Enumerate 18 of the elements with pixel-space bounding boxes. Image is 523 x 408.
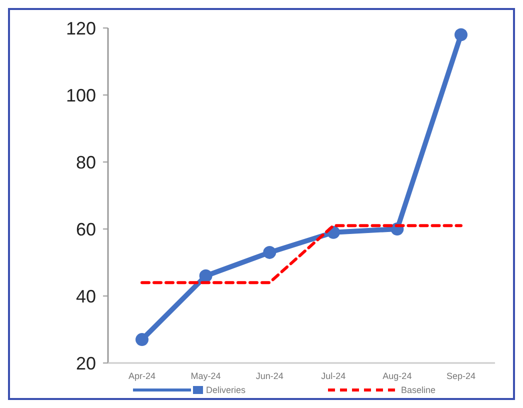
point xyxy=(199,269,212,282)
x-tick-label: Jul-24 xyxy=(321,371,346,381)
y-tick-label: 20 xyxy=(76,353,96,374)
point xyxy=(263,246,276,259)
y-tick-label: 100 xyxy=(66,85,96,106)
y-tick-label: 120 xyxy=(66,18,96,38)
x-tick-label: Apr-24 xyxy=(128,371,156,381)
point xyxy=(454,28,468,42)
x-tick-label: Jun-24 xyxy=(256,371,284,381)
y-tick-label: 80 xyxy=(76,152,96,172)
point xyxy=(136,333,148,346)
x-tick-label: Aug-24 xyxy=(382,371,412,381)
y-tick-label: 40 xyxy=(76,286,96,306)
y-tick-label: 60 xyxy=(76,219,96,240)
legend-label: Deliveries xyxy=(206,385,246,396)
legend-label: Baseline xyxy=(401,385,436,396)
x-tick-label: May-24 xyxy=(190,371,221,381)
x-tick-label: Sep-24 xyxy=(446,371,476,381)
